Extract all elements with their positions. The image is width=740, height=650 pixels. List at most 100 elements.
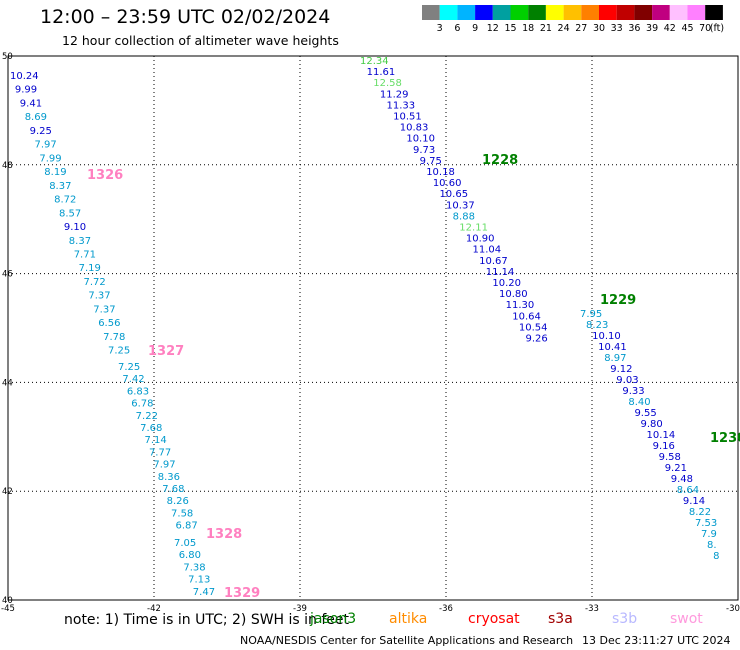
wave-height-value: 8.40	[628, 397, 650, 408]
wave-height-value: 10.67	[479, 256, 508, 267]
legend-label: 30	[593, 23, 605, 34]
y-tick-label: 46	[2, 270, 13, 280]
wave-height-value: 10.60	[433, 178, 462, 189]
legend-label: 21	[540, 23, 552, 34]
wave-height-value: 7.37	[93, 304, 115, 315]
x-tick-label: -33	[585, 604, 599, 614]
wave-height-value: 8	[713, 551, 719, 562]
y-tick-label: 42	[2, 487, 13, 497]
wave-height-value: 7.68	[140, 423, 162, 434]
wave-height-value: 11.33	[386, 100, 415, 111]
legend-swatch	[492, 5, 511, 20]
track-1329: 1329	[224, 586, 260, 601]
wave-height-value: 9.10	[64, 222, 86, 233]
wave-height-value: 10.65	[439, 189, 468, 200]
wave-height-value: 10.10	[406, 134, 435, 145]
wave-height-value: 7.78	[103, 332, 125, 343]
wave-height-value: 9.99	[15, 85, 37, 96]
wave-height-value: 7.68	[162, 484, 184, 495]
wave-height-map: -45 -42 -39 -36 -33 -30 50 48 46 44 42 40 12.3411.61…	[1, 52, 740, 614]
legend-swatch	[705, 5, 723, 20]
y-tick-label: 40	[2, 596, 13, 606]
page-subtitle: 12 hour collection of altimeter wave hei…	[62, 33, 339, 48]
wave-height-value: 8.72	[54, 195, 76, 206]
wave-height-value: 7.14	[145, 435, 167, 446]
pass-label: 1327	[148, 344, 184, 359]
wave-height-value: 9.25	[30, 126, 52, 137]
pass-label: 1326	[87, 168, 123, 183]
wave-height-value: 7.77	[149, 447, 171, 458]
track-1327: 7.257.426.836.787.227.687.147.777.978.36…	[118, 344, 198, 532]
x-tick-label: -36	[439, 604, 453, 614]
wave-height-value: 8.	[707, 540, 717, 551]
legend-swatch	[687, 5, 706, 20]
wave-height-value: 10.54	[519, 322, 548, 333]
wave-height-value: 7.97	[153, 460, 175, 471]
wave-height-value: 8.88	[453, 211, 475, 222]
legend-swatch	[439, 5, 458, 20]
satellite-label-altika: altika	[389, 611, 428, 627]
wave-height-value: 10.64	[512, 311, 541, 322]
legend-label: 24	[558, 23, 570, 34]
wave-height-value: 11.61	[367, 67, 396, 78]
wave-height-value: 9.73	[413, 145, 435, 156]
legend-label: 27	[575, 23, 587, 34]
legend-swatch	[669, 5, 688, 20]
legend-label: 33	[611, 23, 623, 34]
wave-height-value: 10.51	[393, 112, 422, 123]
wave-height-value: 8.19	[44, 167, 66, 178]
legend-label: 39	[646, 23, 658, 34]
x-tick-label: -30	[726, 604, 740, 614]
legend-label: 12	[487, 23, 499, 34]
track-1230: 1230	[710, 431, 740, 446]
legend-swatch	[581, 5, 599, 20]
legend-swatch	[652, 5, 670, 20]
wave-height-value: 7.72	[84, 277, 106, 288]
wave-height-value: 7.9	[701, 529, 717, 540]
footer-credit: NOAA/NESDIS Center for Satellite Applica…	[240, 634, 574, 647]
wave-height-value: 10.20	[492, 278, 521, 289]
wave-height-value: 6.80	[179, 550, 201, 561]
wave-height-value: 7.42	[122, 374, 144, 385]
legend-label: 9	[472, 23, 478, 34]
satellite-label-swot: swot	[670, 611, 703, 627]
wave-height-value: 8.37	[69, 236, 91, 247]
wave-height-value: 6.83	[127, 386, 149, 397]
track-1228: 12.3411.6112.5811.2911.3310.5110.8310.10…	[360, 56, 548, 345]
y-tick-label: 50	[2, 52, 13, 62]
wave-height-value: 6.87	[175, 521, 197, 532]
legend-label: 36	[628, 23, 640, 34]
wave-height-value: 9.21	[665, 463, 687, 474]
wave-height-value: 9.16	[653, 441, 675, 452]
wave-height-value: 10.41	[598, 342, 627, 353]
wave-height-value: 11.29	[380, 89, 409, 100]
wave-height-value: 10.80	[499, 289, 528, 300]
wave-height-value: 10.14	[647, 430, 676, 441]
wave-height-value: 7.99	[39, 153, 61, 164]
footer-timestamp: 13 Dec 23:11:27 UTC 2024	[582, 634, 731, 647]
wave-height-value: 9.58	[659, 452, 681, 463]
pass-label: 1329	[224, 586, 260, 601]
wave-height-value: 12.34	[360, 56, 389, 67]
wave-height-value: 9.33	[622, 386, 644, 397]
y-tick-label: 44	[2, 378, 13, 388]
legend-label: 45	[681, 23, 693, 34]
wave-height-value: 7.25	[108, 346, 130, 357]
wave-height-value: 12.58	[373, 78, 402, 89]
legend-swatch	[528, 5, 546, 20]
page-title: 12:00 – 23:59 UTC 02/02/2024	[40, 6, 331, 28]
legend-label: 15	[504, 23, 516, 34]
wave-height-value: 7.38	[183, 562, 205, 573]
wave-height-value: 8.26	[167, 496, 189, 507]
legend-label: 6	[454, 23, 460, 34]
wave-height-value: 8.22	[689, 507, 711, 518]
wave-height-value: 11.14	[486, 267, 515, 278]
legend-swatch	[475, 5, 493, 20]
legend-swatch	[510, 5, 529, 20]
pass-label: 1228	[482, 153, 518, 168]
wave-height-value: 7.05	[174, 538, 196, 549]
wave-height-value: 10.83	[400, 123, 429, 134]
wave-height-value: 10.24	[10, 71, 39, 82]
wave-height-value: 12.11	[459, 223, 488, 234]
legend-swatch	[545, 5, 564, 20]
